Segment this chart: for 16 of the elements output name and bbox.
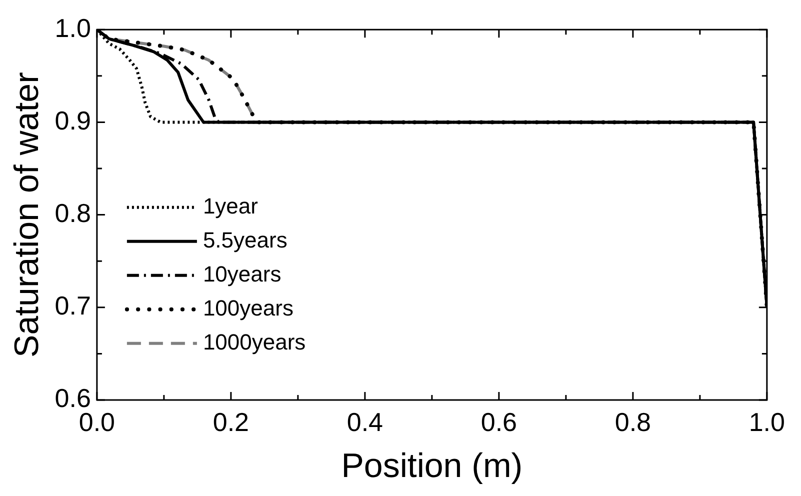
x-tick-label: 1.0 — [748, 406, 786, 437]
x-tick-label: 0.4 — [346, 406, 384, 437]
legend-label: 10years — [202, 261, 282, 286]
x-tick-label: 0.6 — [480, 406, 518, 437]
legend-label: 5.5years — [202, 227, 288, 252]
legend-label: 100years — [202, 295, 294, 320]
legend-label: 1000years — [202, 329, 306, 354]
y-axis-title: Saturation of water — [8, 72, 46, 358]
x-axis-title: Position (m) — [341, 446, 523, 485]
y-tick-label: 1.0 — [54, 12, 91, 43]
legend-label: 1year — [202, 193, 258, 218]
x-tick-label: 0.8 — [614, 406, 652, 437]
y-tick-label: 0.8 — [54, 198, 91, 228]
y-tick-label: 0.7 — [54, 290, 91, 321]
x-tick-label: 0.2 — [212, 406, 250, 437]
y-tick-label: 0.9 — [54, 105, 91, 136]
